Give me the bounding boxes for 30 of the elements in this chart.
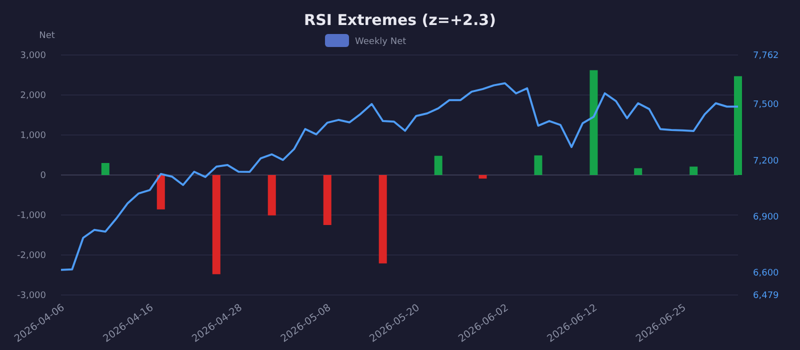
y-tick-label: -3,000 (16, 291, 46, 302)
y2-tick-label: 7,762 (753, 51, 779, 62)
y-axis-title: Net (39, 31, 56, 41)
y2-tick-label: 6,479 (753, 291, 780, 302)
y-tick-label: 1,000 (20, 131, 46, 142)
bar (156, 175, 165, 210)
chart-title: RSI Extremes (z=+2.3) (304, 11, 496, 29)
y2-tick-label: 6,600 (753, 268, 780, 279)
bar (590, 70, 598, 175)
line-series (60, 82, 739, 271)
bar (212, 175, 220, 274)
bar (690, 166, 698, 175)
bar (268, 175, 276, 216)
bar (734, 76, 742, 175)
y-tick-label: 3,000 (20, 51, 46, 62)
bar (378, 175, 387, 264)
bar (323, 175, 332, 225)
text: Weekly Net (355, 37, 407, 47)
y2-tick-label: 7,200 (753, 156, 780, 166)
y-tick-label: -2,000 (16, 251, 46, 262)
bar (434, 156, 442, 175)
bar (478, 175, 487, 179)
y-tick-label: 2,000 (20, 91, 46, 102)
bar (534, 155, 542, 175)
bar (634, 168, 642, 175)
y-tick-label: 0 (40, 171, 46, 182)
bar (101, 163, 110, 175)
y2-tick-label: 6,900 (753, 212, 780, 222)
y2-tick-label: 7,500 (753, 100, 780, 110)
y-tick-label: -1,000 (16, 211, 46, 222)
